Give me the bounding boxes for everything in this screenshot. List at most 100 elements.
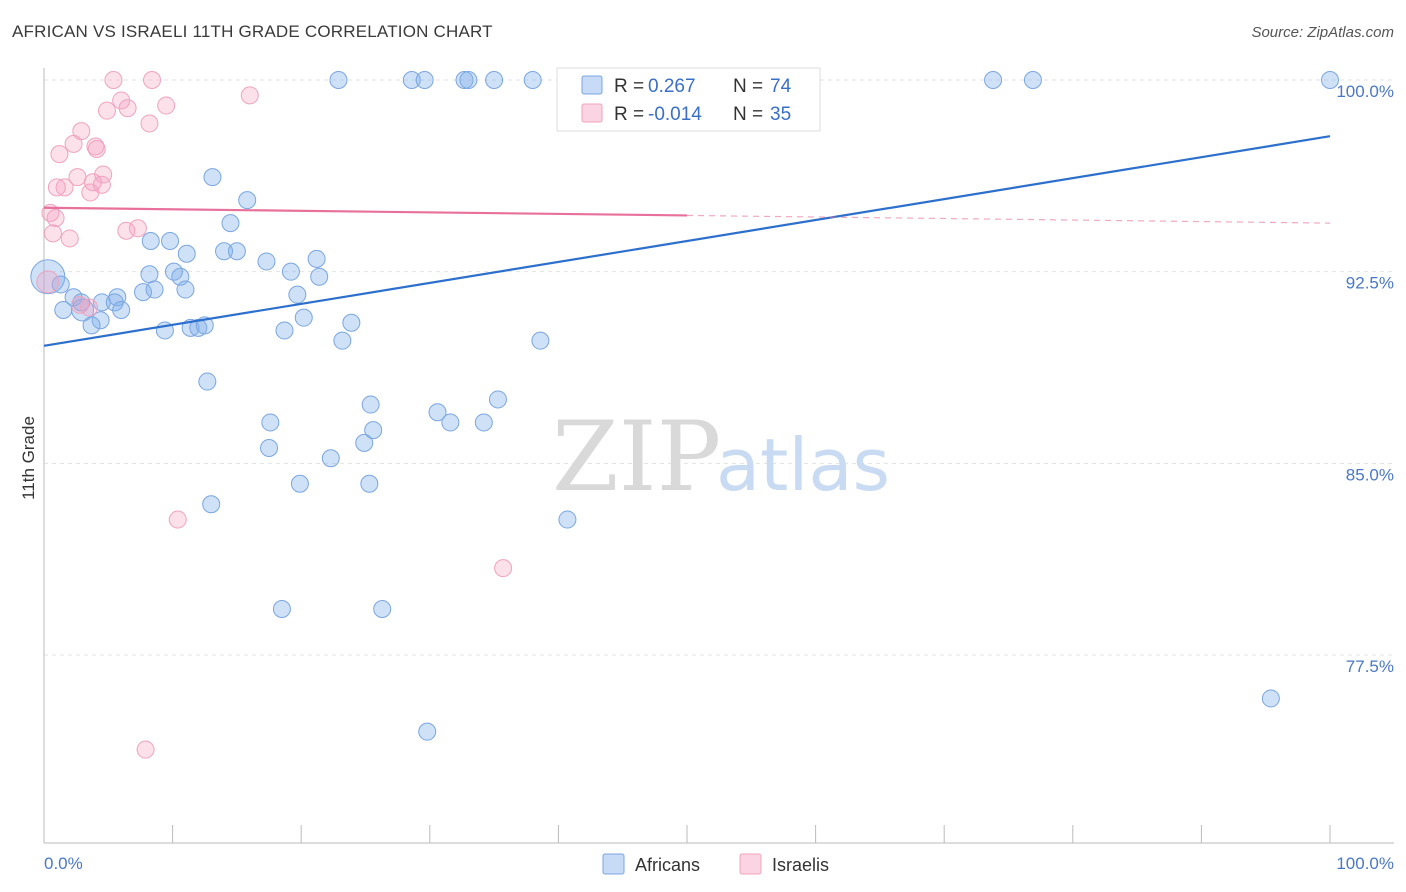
grid-lines (44, 79, 1394, 656)
africans-point (54, 301, 73, 319)
africans-point (105, 293, 124, 312)
trend-lines (43, 135, 1331, 347)
y-tick-label-0: 100.0% (1336, 82, 1394, 101)
africans-point (290, 474, 309, 493)
watermark-atlas: atlas (716, 423, 890, 507)
israelis-point (143, 71, 162, 89)
israelis-trend-line (43, 206, 688, 217)
israelis-point (55, 178, 74, 197)
israelis-point (117, 221, 136, 240)
y-tick-label-3: 77.5% (1346, 657, 1394, 676)
africans-point (176, 280, 195, 299)
africans-point (281, 262, 300, 281)
israelis-point (50, 145, 69, 164)
x-tick-labels: 0.0% 100.0% (44, 854, 1394, 873)
africans-point (531, 331, 550, 350)
stats-swatch-israelis (581, 103, 603, 123)
source-credit: Source: ZipAtlas.com (1251, 24, 1394, 41)
africans-point (275, 321, 294, 340)
watermark: ZIP atlas (552, 401, 890, 513)
africans-point (140, 265, 159, 284)
stats-n-label: N = (733, 104, 763, 125)
israelis-point (72, 122, 91, 141)
africans-point (1023, 71, 1042, 89)
israelis-point (60, 229, 79, 248)
x-tick-label-1: 100.0% (1336, 854, 1394, 873)
africans-point (307, 249, 326, 268)
africans-point (1261, 689, 1280, 708)
israelis-point (136, 740, 155, 759)
legend-swatch-africans (602, 853, 625, 875)
stats-box-frame (556, 67, 821, 132)
stats-n-value: 35 (770, 104, 791, 125)
africans-point (260, 439, 279, 457)
africans-point (272, 600, 291, 618)
africans-point (485, 71, 504, 89)
africans-point (238, 191, 257, 210)
legend-label-africans: Africans (635, 855, 700, 875)
israelis-point (80, 298, 99, 317)
stats-r-value: 0.267 (648, 76, 696, 97)
israelis-point (47, 178, 66, 197)
africans-point (145, 280, 164, 299)
israelis-point (112, 91, 131, 110)
africans-point (202, 495, 221, 514)
africans-point (203, 168, 222, 187)
africans-point (161, 232, 180, 250)
israelis-trend-line-extension (686, 214, 1331, 224)
legend: Africans Israelis (602, 853, 829, 875)
israelis-point (46, 209, 65, 227)
africans-point (474, 413, 493, 432)
israelis-point (87, 140, 106, 158)
africans-point (221, 214, 240, 233)
africans-point (355, 433, 374, 452)
africans-point (134, 283, 153, 302)
africans-point (91, 311, 110, 330)
axes (43, 68, 1394, 844)
israelis-point (94, 165, 113, 184)
africans-point (215, 242, 234, 261)
africans-point (488, 390, 507, 409)
africans-point (261, 413, 280, 432)
y-tick-label-2: 85.0% (1346, 465, 1394, 484)
africans-point (342, 313, 361, 332)
africans-point (459, 71, 478, 89)
israelis-point (118, 99, 137, 118)
israelis-points (36, 71, 636, 759)
africans-trend-line (43, 135, 1331, 347)
africans-point (361, 395, 380, 414)
legend-label-israelis: Israelis (772, 855, 829, 875)
africans-point (428, 403, 447, 422)
africans-point (329, 71, 348, 89)
stats-n-value: 74 (770, 76, 792, 97)
x-tick-label-0: 0.0% (44, 854, 83, 873)
stats-r-label: R = (614, 104, 644, 125)
stats-swatch-africans (581, 75, 603, 95)
stats-r-label: R = (614, 76, 644, 97)
israelis-point (44, 224, 63, 243)
africans-point (373, 600, 392, 618)
africans-point (455, 71, 474, 89)
africans-point (112, 301, 131, 319)
africans-point (82, 316, 101, 335)
israelis-point (240, 86, 259, 105)
africans-point (360, 474, 379, 493)
africans-point (288, 285, 307, 304)
africans-point (1321, 71, 1339, 89)
israelis-point (68, 168, 87, 187)
africans-point (294, 308, 313, 327)
y-tick-labels: 100.0% 92.5% 85.0% 77.5% (1336, 82, 1394, 676)
stats-n-label: N = (733, 76, 763, 97)
africans-point (402, 71, 421, 89)
africans-point (441, 413, 460, 432)
y-axis-title: 11th Grade (19, 416, 38, 500)
stats-box: R = 0.267 N = 74 R = -0.014 N = 35 (556, 67, 821, 132)
israelis-point (140, 114, 159, 133)
africans-point (164, 262, 183, 281)
israelis-point (168, 510, 187, 529)
israelis-point (36, 270, 60, 294)
watermark-zip: ZIP (552, 401, 721, 513)
israelis-point (494, 559, 513, 578)
israelis-point (98, 101, 117, 120)
africans-point (523, 71, 542, 89)
